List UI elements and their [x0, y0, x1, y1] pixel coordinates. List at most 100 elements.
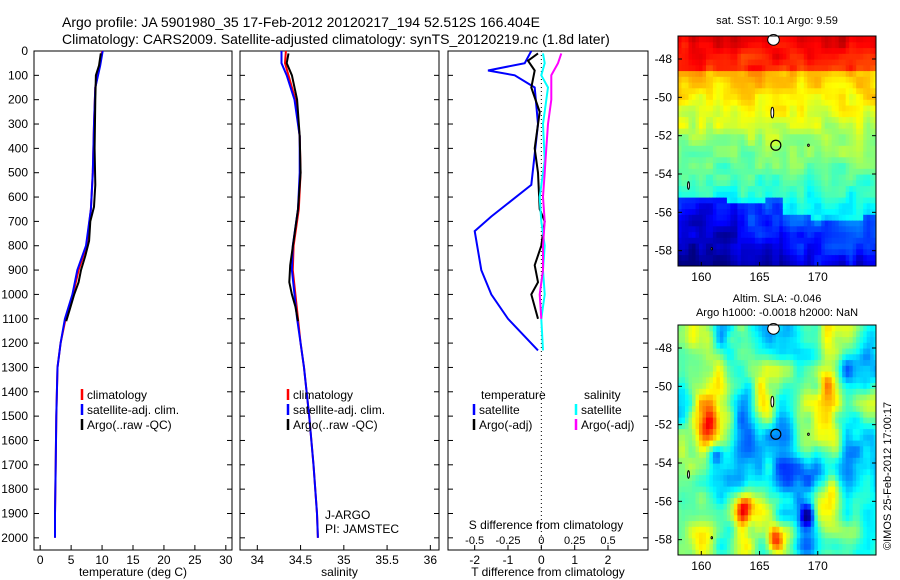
sla-map-cell	[685, 440, 690, 447]
sla-map-cell	[803, 503, 808, 510]
sst-map-cell	[849, 185, 854, 192]
sla-map-cell	[758, 388, 763, 395]
sla-map-cell	[838, 399, 843, 407]
sst-map-cell	[744, 99, 749, 106]
sst-map-cell	[870, 122, 875, 129]
sst-map-cell	[782, 76, 787, 83]
sla-map-cell	[824, 330, 829, 338]
sla-map-cell	[758, 514, 763, 522]
sla-map-cell	[733, 422, 738, 430]
sst-map-cell	[758, 93, 763, 100]
sst-map-cell	[845, 254, 850, 261]
sla-map-cell	[803, 394, 808, 401]
sla-map-cell	[810, 549, 815, 555]
sst-map-cell	[747, 174, 752, 181]
sst-map-cell	[835, 36, 840, 43]
sst-map-cell	[800, 87, 805, 95]
sst-map-ytick-label: -58	[655, 244, 673, 258]
sst-map-cell	[754, 64, 759, 72]
depth-tick-label: 1800	[1, 482, 28, 496]
sla-map-cell	[821, 342, 826, 349]
sst-map-cell	[730, 76, 735, 83]
sla-map-cell	[873, 486, 876, 493]
sla-map-cell	[726, 468, 731, 476]
sst-map-cell	[768, 70, 773, 77]
sst-map-cell	[712, 59, 717, 66]
sst-map-cell	[712, 76, 717, 83]
sst-map-cell	[842, 70, 847, 77]
sst-map-cell	[856, 248, 861, 256]
sla-map-cell	[786, 549, 791, 555]
sla-map-cell	[842, 440, 847, 447]
sla-map-cell	[863, 543, 868, 550]
sst-map-cell	[824, 214, 829, 221]
sst-map-cell	[779, 82, 784, 89]
sla-map-cell	[793, 491, 798, 499]
sla-map-cell	[768, 480, 773, 487]
sst-map-cell	[793, 139, 798, 146]
sla-map-cell	[863, 509, 868, 516]
sst-map-cell	[838, 248, 843, 256]
sla-map-cell	[744, 359, 749, 366]
sla-map-cell	[870, 468, 875, 476]
sst-map-cell	[692, 231, 697, 238]
sla-map-cell	[786, 440, 791, 447]
sst-map-cell	[814, 243, 819, 250]
sst-map-cell	[740, 220, 745, 227]
sla-map-cell	[772, 422, 777, 430]
legend-temp-label: Argo(-adj)	[479, 418, 532, 432]
sst-map-cell	[870, 237, 875, 244]
sla-map-cell	[699, 394, 704, 401]
sla-map-cell	[845, 342, 850, 349]
sst-map-cell	[779, 220, 784, 227]
sla-map-cell	[730, 486, 735, 493]
sst-map-cell	[737, 64, 742, 72]
sst-map-cell	[695, 168, 700, 175]
sla-map-cell	[852, 491, 857, 499]
sst-map-cell	[803, 231, 808, 238]
sla-map-cell	[699, 382, 704, 389]
sla-map-cell	[821, 468, 826, 476]
sla-map-cell	[702, 422, 707, 430]
sst-map-cell	[831, 225, 836, 233]
sla-map-cell	[842, 474, 847, 481]
sst-map-cell	[712, 93, 717, 100]
sst-map-cell	[789, 110, 794, 118]
sst-map-cell	[758, 133, 763, 141]
sla-map-cell	[712, 468, 717, 476]
sla-map-cell	[800, 371, 805, 378]
sla-map-cell	[796, 411, 801, 418]
sst-map-cell	[793, 110, 798, 118]
sla-map-cell	[754, 422, 759, 430]
sla-map-cell	[828, 543, 833, 550]
sla-map-cell	[775, 451, 780, 458]
sla-map-cell	[856, 457, 861, 464]
sst-map-cell	[706, 254, 711, 261]
sst-map-cell	[712, 139, 717, 146]
sst-map-cell	[699, 47, 704, 54]
sla-map-cell	[765, 497, 770, 504]
sst-map-cell	[831, 168, 836, 175]
sst-map-cell	[838, 93, 843, 100]
sla-map-cell	[692, 336, 697, 343]
sst-map-cell	[817, 41, 822, 49]
sla-map-cell	[685, 336, 690, 343]
sla-map-cell	[838, 417, 843, 424]
sla-map-cell	[706, 549, 711, 555]
sla-map-cell	[747, 474, 752, 481]
sla-map-cell	[768, 445, 773, 453]
sst-map-cell	[709, 36, 714, 43]
sla-map-cell	[849, 405, 854, 412]
sst-map-cell	[681, 237, 686, 244]
sla-map-cell	[793, 440, 798, 447]
sla-map-cell	[803, 526, 808, 533]
sla-map-cell	[754, 394, 759, 401]
sst-map-cell	[824, 225, 829, 233]
sla-map-cell	[838, 491, 843, 499]
sst-map-cell	[849, 179, 854, 187]
sst-map-cell	[786, 197, 791, 204]
sst-map-cell	[726, 214, 731, 221]
sla-map-cell	[723, 348, 728, 355]
sla-map-cell	[730, 445, 735, 453]
sla-map-cell	[873, 394, 876, 401]
